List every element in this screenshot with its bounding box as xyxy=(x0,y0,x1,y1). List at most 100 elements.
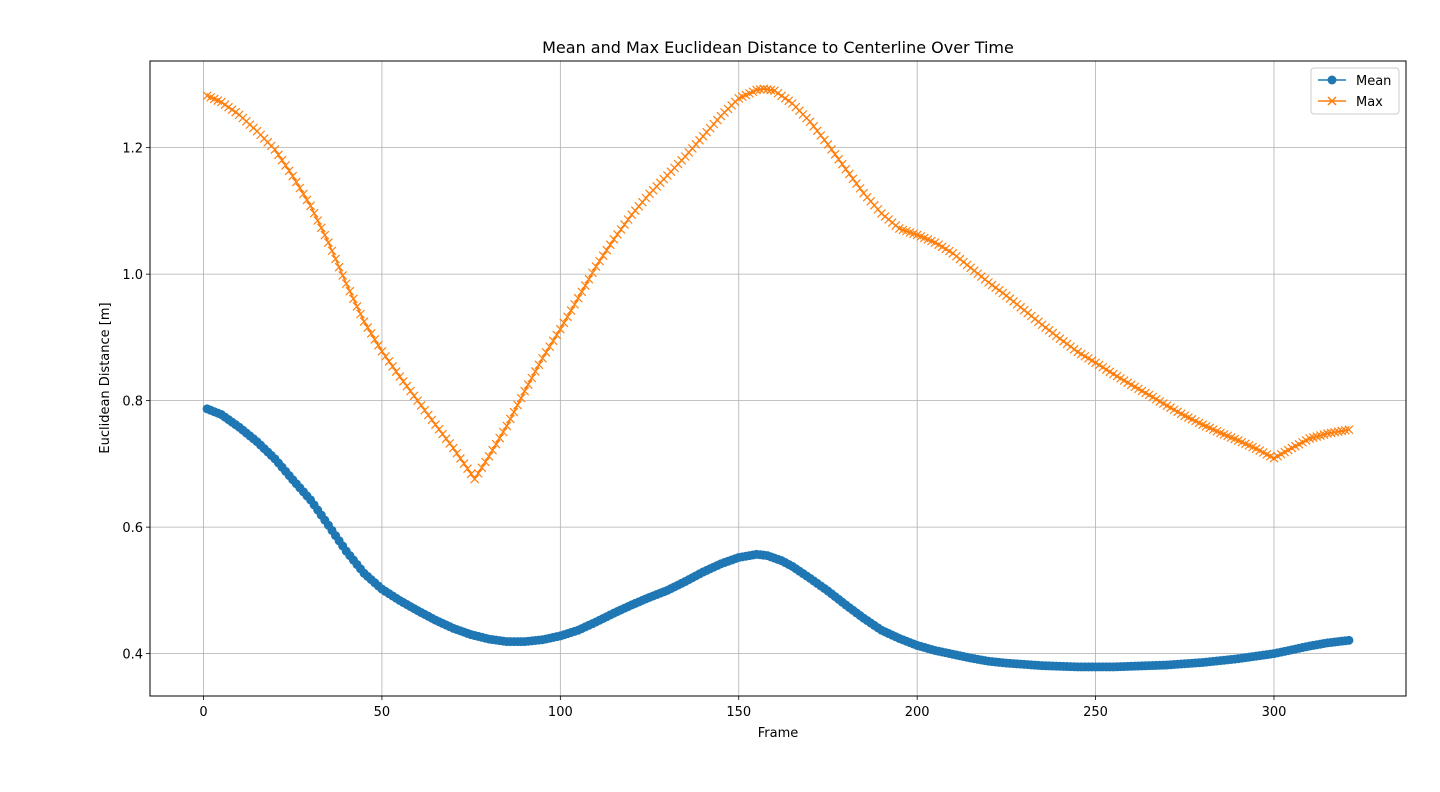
data-point xyxy=(841,164,851,174)
data-point xyxy=(805,117,815,127)
data-point xyxy=(1340,425,1350,435)
data-point xyxy=(480,457,490,467)
data-point xyxy=(570,299,580,309)
data-point xyxy=(559,318,569,328)
legend-max-marker xyxy=(1327,96,1337,106)
data-point xyxy=(388,362,398,371)
data-point xyxy=(809,121,819,131)
data-point xyxy=(466,469,476,479)
data-point xyxy=(998,288,1008,298)
data-point xyxy=(1337,426,1347,436)
data-point xyxy=(395,372,405,382)
data-point xyxy=(445,438,455,448)
x-tick-label: 250 xyxy=(1083,705,1108,720)
data-point xyxy=(613,229,622,239)
data-point xyxy=(495,433,505,443)
data-point xyxy=(441,434,451,444)
data-point xyxy=(762,85,772,94)
data-point xyxy=(313,216,323,225)
data-point xyxy=(281,161,291,170)
data-point xyxy=(755,85,765,94)
data-point xyxy=(1069,344,1079,354)
data-point xyxy=(1062,339,1072,349)
data-point xyxy=(520,386,530,396)
chart-title: Mean and Max Euclidean Distance to Cente… xyxy=(542,38,1014,57)
data-point xyxy=(516,393,526,403)
data-point xyxy=(545,342,555,352)
data-point xyxy=(484,451,494,461)
y-tick-label: 0.8 xyxy=(122,395,143,410)
data-point xyxy=(530,366,540,376)
data-point xyxy=(620,220,629,229)
data-point xyxy=(370,334,380,344)
data-point xyxy=(598,251,608,261)
y-tick-label: 1.2 xyxy=(122,142,143,157)
data-point xyxy=(1326,428,1336,438)
data-point xyxy=(555,324,565,334)
data-point xyxy=(366,329,376,338)
data-point xyxy=(827,144,836,154)
x-tick-label: 150 xyxy=(726,705,751,720)
data-point xyxy=(413,396,423,406)
data-point xyxy=(623,215,633,225)
data-point xyxy=(459,459,469,468)
data-point xyxy=(580,281,590,290)
series-line xyxy=(206,408,1350,668)
data-point xyxy=(470,474,480,484)
data-point xyxy=(309,208,319,218)
data-point xyxy=(541,348,551,357)
y-axis: 0.4 0.6 0.8 1.0 1.2 xyxy=(122,142,150,663)
data-point xyxy=(534,360,544,370)
data-point xyxy=(844,169,854,179)
data-point xyxy=(391,367,401,376)
data-point xyxy=(984,277,993,287)
data-point xyxy=(398,376,408,386)
data-point xyxy=(830,149,840,159)
data-point xyxy=(498,427,508,437)
data-point xyxy=(299,189,308,199)
data-point xyxy=(288,171,298,181)
data-point xyxy=(416,401,426,410)
data-point xyxy=(384,356,394,366)
legend-max-label: Max xyxy=(1356,95,1383,110)
data-point xyxy=(323,238,333,247)
data-point xyxy=(848,174,858,184)
data-point xyxy=(409,391,419,401)
data-point xyxy=(616,225,626,234)
data-point xyxy=(1333,427,1343,437)
data-point xyxy=(348,294,358,304)
y-axis-label: Euclidean Distance [m] xyxy=(98,302,113,453)
data-point xyxy=(274,150,283,160)
data-point xyxy=(352,301,362,311)
data-point xyxy=(284,166,294,176)
data-point xyxy=(270,145,280,154)
data-point xyxy=(377,346,387,356)
data-point xyxy=(345,286,355,296)
x-tick-label: 50 xyxy=(374,705,391,720)
data-point xyxy=(513,400,522,410)
data-point xyxy=(994,285,1004,295)
data-point xyxy=(316,223,326,233)
data-point xyxy=(591,262,601,271)
data-point xyxy=(402,381,412,391)
data-point xyxy=(1344,635,1354,645)
data-point xyxy=(477,463,487,473)
x-tick-label: 200 xyxy=(905,705,930,720)
data-point xyxy=(1330,427,1340,437)
x-axis: 0 50 100 150 200 250 300 xyxy=(199,696,1286,720)
data-point xyxy=(434,424,444,434)
y-tick-label: 0.4 xyxy=(122,648,143,663)
x-axis-label: Frame xyxy=(758,726,799,741)
data-point xyxy=(834,154,844,164)
data-point xyxy=(420,405,430,415)
data-point xyxy=(291,177,301,187)
data-point xyxy=(595,256,605,266)
data-point xyxy=(816,130,826,140)
data-point xyxy=(577,287,587,297)
data-point xyxy=(502,421,512,431)
series-max xyxy=(202,84,1354,484)
data-point xyxy=(823,140,833,149)
data-point xyxy=(991,283,1001,293)
data-point xyxy=(509,407,519,417)
